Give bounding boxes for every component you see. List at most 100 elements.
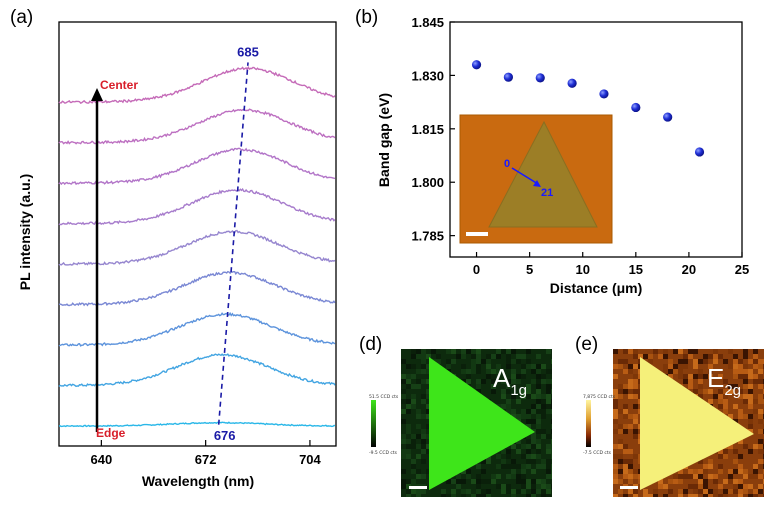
map-noise-pixel [541,429,546,434]
map-noise-pixel [758,374,763,379]
map-noise-pixel [713,349,718,354]
map-noise-pixel [748,494,753,497]
map-noise-pixel [486,459,491,464]
map-noise-pixel [698,394,703,399]
map-noise-pixel [763,449,764,454]
map-noise-pixel [426,434,431,439]
map-noise-pixel [486,369,491,374]
inset-border [459,114,613,244]
map-noise-pixel [401,469,406,474]
map-noise-pixel [733,419,738,424]
map-noise-pixel [541,374,546,379]
map-noise-pixel [476,479,481,484]
map-noise-pixel [728,359,733,364]
map-noise-pixel [521,409,526,414]
map-noise-pixel [748,424,753,429]
map-noise-pixel [466,374,471,379]
map-noise-pixel [753,349,758,354]
map-noise-pixel [546,449,551,454]
plot-b-y-axis-title: Band gap (eV) [376,93,392,187]
map-noise-pixel [521,479,526,484]
pl-spectrum-line [58,311,336,347]
map-noise-pixel [491,474,496,479]
map-noise-pixel [743,484,748,489]
map-noise-pixel [536,429,541,434]
map-noise-pixel [501,349,506,354]
map-noise-pixel [516,379,521,384]
map-noise-pixel [546,379,551,384]
map-noise-pixel [653,349,658,354]
map-noise-pixel [613,399,618,404]
map-noise-pixel [693,389,698,394]
map-noise-pixel [698,384,703,389]
map-noise-pixel [401,439,406,444]
map-noise-pixel [748,369,753,374]
map-noise-pixel [526,439,531,444]
map-noise-pixel [521,444,526,449]
map-noise-pixel [613,374,618,379]
map-noise-pixel [426,404,431,409]
map-noise-pixel [613,479,618,484]
map-noise-pixel [416,354,421,359]
map-noise-pixel [733,384,738,389]
map-noise-pixel [511,349,516,354]
map-noise-pixel [511,489,516,494]
map-noise-pixel [663,494,668,497]
map-noise-pixel [526,459,531,464]
map-noise-pixel [471,349,476,354]
map-noise-pixel [693,374,698,379]
map-noise-pixel [451,359,456,364]
map-noise-pixel [446,479,451,484]
map-noise-pixel [748,429,753,434]
map-noise-pixel [401,484,406,489]
map-noise-pixel [743,379,748,384]
map-noise-pixel [546,459,551,464]
plot-b-y-tick-label: 1.830 [411,68,444,83]
map-noise-pixel [551,449,552,454]
map-noise-pixel [753,354,758,359]
map-noise-pixel [536,454,541,459]
map-noise-pixel [763,424,764,429]
map-noise-pixel [683,374,688,379]
map-noise-pixel [511,374,516,379]
map-noise-pixel [526,414,531,419]
map-noise-pixel [693,489,698,494]
map-noise-pixel [763,389,764,394]
map-noise-pixel [738,479,743,484]
map-noise-pixel [521,389,526,394]
pl-spectrum-line [58,147,336,186]
map-noise-pixel [683,379,688,384]
map-noise-pixel [491,354,496,359]
map-d-triangle [429,357,535,490]
map-noise-pixel [703,479,708,484]
plot-b-y-tick-label: 1.785 [411,229,444,244]
map-noise-pixel [678,494,683,497]
map-noise-pixel [531,469,536,474]
peak-shift-dashed-line [217,62,249,425]
map-noise-pixel [421,364,426,369]
map-noise-pixel [536,409,541,414]
map-noise-pixel [623,469,628,474]
map-noise-pixel [441,489,446,494]
map-noise-pixel [461,479,466,484]
map-noise-pixel [618,454,623,459]
map-noise-pixel [628,414,633,419]
map-noise-pixel [551,379,552,384]
map-noise-pixel [526,359,531,364]
map-noise-pixel [623,429,628,434]
map-noise-pixel [421,439,426,444]
map-noise-pixel [436,354,441,359]
map-noise-pixel [406,449,411,454]
map-noise-pixel [546,384,551,389]
map-noise-pixel [718,404,723,409]
map-noise-pixel [748,419,753,424]
map-noise-pixel [511,409,516,414]
map-noise-pixel [613,469,618,474]
map-noise-pixel [541,404,546,409]
map-noise-pixel [536,464,541,469]
map-noise-pixel [461,369,466,374]
map-noise-pixel [733,469,738,474]
map-noise-pixel [733,489,738,494]
map-noise-pixel [618,389,623,394]
map-noise-pixel [633,364,638,369]
